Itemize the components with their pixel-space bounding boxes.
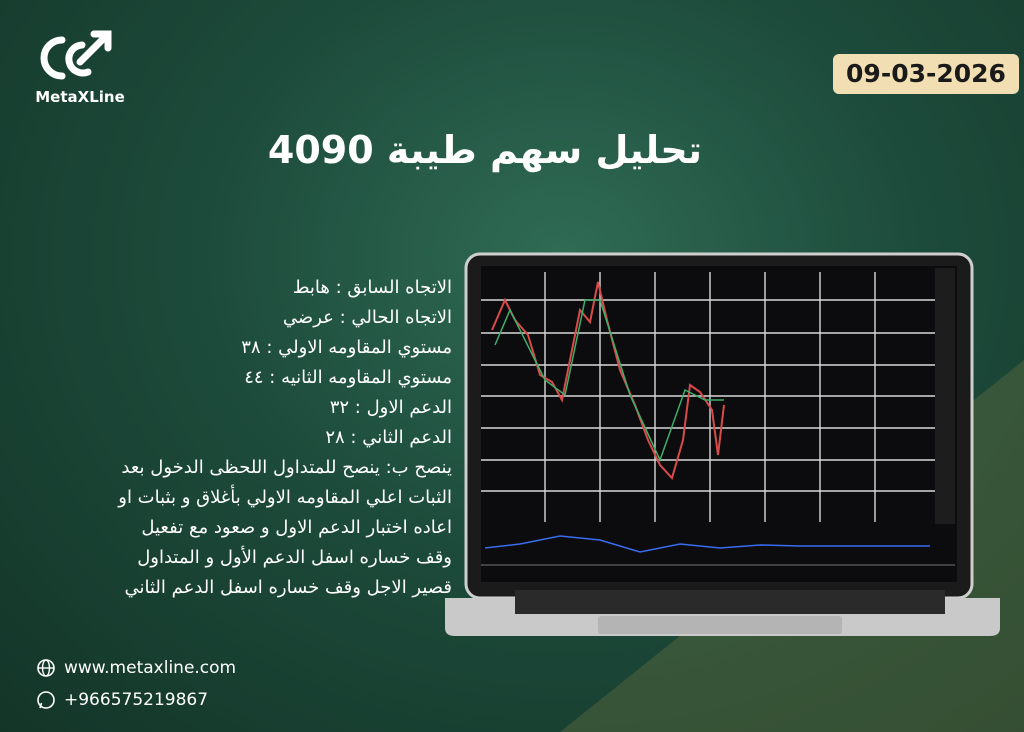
website: www.metaxline.com (64, 658, 237, 678)
whatsapp-icon (37, 691, 55, 709)
globe-icon (37, 659, 55, 677)
analysis-line: ينصح ب: ينصح للمتداول اللحظى الدخول بعد (121, 457, 452, 478)
analysis-line: اعاده اختبار الدعم الاول و صعود مع تفعيل (141, 517, 452, 538)
title: تحليل سهم طيبة 4090 (267, 128, 703, 172)
analysis-line: الاتجاه الحالي : عرضي (282, 307, 452, 328)
phone-row: +966575219867 (36, 690, 208, 710)
analysis-line: مستوي المقاومه الثانيه : ٤٤ (244, 367, 452, 388)
phone: +966575219867 (64, 690, 209, 710)
date-badge: 09-03-2026 (833, 54, 1019, 94)
analysis-list: الاتجاه السابق : هابط الاتجاه الحالي : عر… (0, 273, 452, 603)
website-row: www.metaxline.com (36, 658, 236, 678)
analysis-line: الاتجاه السابق : هابط (292, 277, 452, 298)
analysis-line: مستوي المقاومه الاولي : ٣٨ (241, 337, 452, 358)
analysis-line: قصير الاجل وقف خساره اسفل الدعم الثاني (124, 577, 452, 598)
analysis-line: الدعم الثاني : ٢٨ (325, 427, 452, 448)
analysis-line: الدعم الاول : ٣٢ (329, 397, 452, 418)
analysis-line: وقف خساره اسفل الدعم الأول و المتداول (137, 547, 452, 568)
brand: MetaXLine (35, 88, 125, 106)
analysis-line: الثبات اعلي المقاومه الاولي بأغلاق و بثب… (118, 487, 452, 508)
